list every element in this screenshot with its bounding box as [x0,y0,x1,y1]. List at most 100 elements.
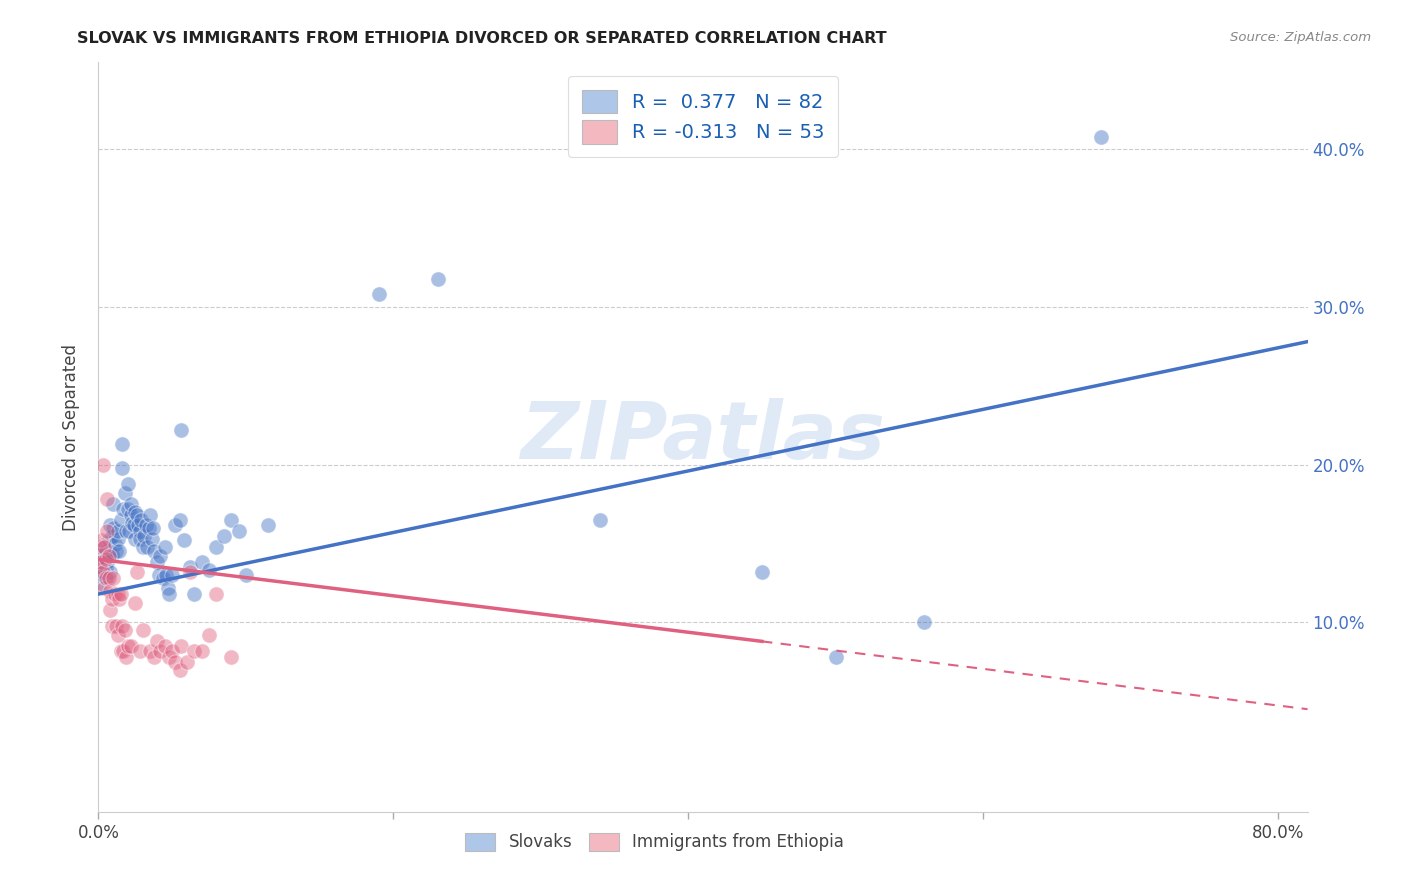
Point [124,597,146,611]
Point [114,486,136,500]
Point [165,655,187,669]
Point [90,533,112,548]
Point [110,587,132,601]
Point [112,644,135,658]
Point [148,568,170,582]
Point [100,591,122,606]
Point [101,497,124,511]
Point [157,650,180,665]
Point [118,524,141,538]
Point [110,513,132,527]
Point [108,544,131,558]
Point [89,563,111,577]
Point [117,501,139,516]
Point [96,492,118,507]
Point [173,533,195,548]
Point [589,513,612,527]
Point [139,508,162,523]
Point [105,618,128,632]
Point [170,423,193,437]
Point [122,517,145,532]
Point [101,571,124,585]
Point [142,521,165,535]
Point [235,568,257,582]
Point [160,644,183,658]
Text: Source: ZipAtlas.com: Source: ZipAtlas.com [1230,31,1371,45]
Point [114,624,136,638]
Point [101,521,124,535]
Point [97,533,120,548]
Point [212,529,235,543]
Point [125,565,148,579]
Point [149,644,172,658]
Point [98,583,121,598]
Point [107,628,129,642]
Point [205,587,228,601]
Point [91,458,114,472]
Point [134,529,156,543]
Point [143,544,166,558]
Point [198,628,221,642]
Point [90,576,112,591]
Point [121,516,143,530]
Point [179,560,201,574]
Point [120,497,142,511]
Point [98,603,121,617]
Point [824,650,846,665]
Point [146,634,169,648]
Point [127,517,149,532]
Point [91,568,114,582]
Point [149,549,172,564]
Point [751,565,773,579]
Point [198,563,221,577]
Point [94,571,117,585]
Point [104,587,127,601]
Point [93,540,115,554]
Point [136,540,159,554]
Point [117,476,139,491]
Point [160,568,183,582]
Legend: Slovaks, Immigrants from Ethiopia: Slovaks, Immigrants from Ethiopia [457,824,852,860]
Point [96,524,118,538]
Point [98,565,121,579]
Point [143,650,166,665]
Point [96,571,118,585]
Point [98,517,121,532]
Point [169,513,191,527]
Point [91,549,114,564]
Point [367,287,389,301]
Point [89,560,111,574]
Point [190,644,212,658]
Point [125,508,148,523]
Y-axis label: Divorced or Separated: Divorced or Separated [62,343,80,531]
Point [155,568,177,582]
Point [97,571,120,585]
Point [153,639,176,653]
Point [115,650,138,665]
Point [219,513,242,527]
Point [135,517,157,532]
Text: ZIPatlas: ZIPatlas [520,398,886,476]
Point [156,581,179,595]
Point [205,540,228,554]
Point [257,517,280,532]
Point [120,508,142,523]
Point [91,565,114,579]
Point [97,549,120,564]
Point [94,544,117,558]
Point [100,548,122,562]
Point [165,517,187,532]
Point [89,540,111,554]
Point [97,548,120,562]
Point [111,618,134,632]
Point [131,540,153,554]
Point [100,529,122,543]
Point [105,544,128,558]
Point [115,524,138,538]
Point [138,521,160,535]
Point [112,501,135,516]
Point [93,552,115,566]
Point [912,615,935,630]
Point [111,460,134,475]
Point [110,644,132,658]
